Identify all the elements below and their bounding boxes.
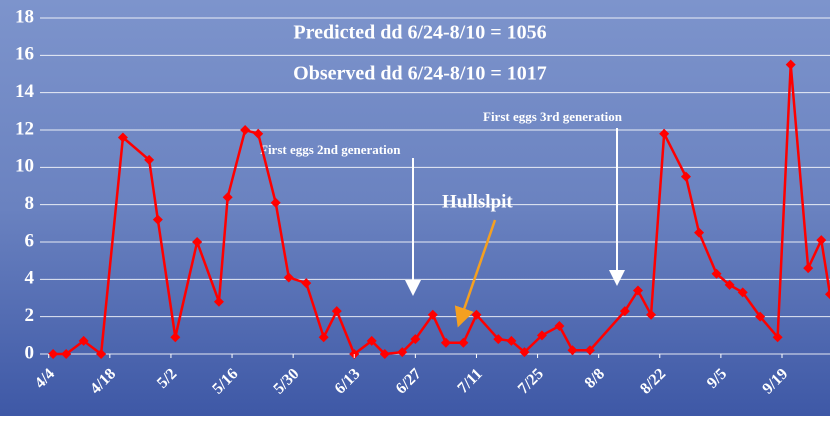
- marker: [694, 227, 705, 238]
- marker: [632, 285, 643, 296]
- marker: [680, 171, 691, 182]
- y-tick-label: 14: [15, 81, 35, 102]
- y-tick-label: 4: [25, 268, 35, 289]
- marker: [366, 335, 377, 346]
- marker: [144, 154, 155, 165]
- marker: [458, 337, 469, 348]
- marker: [536, 330, 547, 341]
- marker: [253, 128, 264, 139]
- plot: [48, 59, 830, 359]
- marker: [96, 349, 107, 359]
- y-tick-label: 2: [25, 305, 35, 326]
- marker: [48, 349, 59, 359]
- marker: [711, 268, 722, 279]
- marker: [170, 332, 181, 343]
- marker: [584, 345, 595, 356]
- marker: [803, 263, 814, 274]
- y-tick-label: 12: [15, 118, 34, 139]
- marker: [213, 296, 224, 307]
- y-tick-label: 18: [15, 6, 34, 27]
- marker: [240, 125, 251, 135]
- marker: [270, 197, 281, 208]
- marker: [825, 289, 830, 300]
- marker: [506, 335, 517, 346]
- annotation: First eggs 3rd generation: [483, 109, 623, 124]
- marker: [519, 347, 530, 358]
- marker: [755, 311, 766, 322]
- marker: [152, 214, 163, 225]
- annotation: Observed dd 6/24-8/10 = 1017: [293, 63, 547, 85]
- marker: [397, 347, 408, 358]
- y-tick-label: 10: [15, 156, 34, 177]
- marker: [61, 349, 72, 359]
- y-tick-label: 8: [25, 193, 35, 214]
- marker: [772, 332, 783, 343]
- marker: [493, 334, 504, 345]
- marker: [785, 59, 796, 70]
- marker: [78, 335, 89, 346]
- marker: [619, 306, 630, 317]
- annotation: Hullslpit: [442, 191, 513, 212]
- marker: [816, 235, 827, 246]
- arrow: [454, 219, 497, 328]
- marker: [440, 337, 451, 348]
- marker: [283, 272, 294, 283]
- marker: [471, 309, 482, 320]
- marker: [646, 309, 657, 320]
- y-tick-label: 6: [25, 230, 35, 251]
- marker: [331, 306, 342, 317]
- marker: [301, 278, 312, 289]
- marker: [192, 237, 203, 247]
- annotation: First eggs 2nd generation: [260, 142, 401, 157]
- y-tick-label: 16: [15, 44, 34, 65]
- marker: [737, 287, 748, 298]
- marker: [318, 332, 329, 343]
- marker: [117, 132, 128, 143]
- marker: [724, 279, 735, 290]
- marker: [379, 349, 390, 359]
- marker: [554, 321, 565, 331]
- marker: [410, 334, 421, 345]
- y-tick-label: 0: [25, 342, 35, 363]
- marker: [427, 309, 438, 320]
- annotation: Predicted dd 6/24-8/10 = 1056: [293, 22, 546, 44]
- marker: [567, 345, 578, 356]
- marker: [222, 192, 233, 203]
- marker: [659, 128, 670, 139]
